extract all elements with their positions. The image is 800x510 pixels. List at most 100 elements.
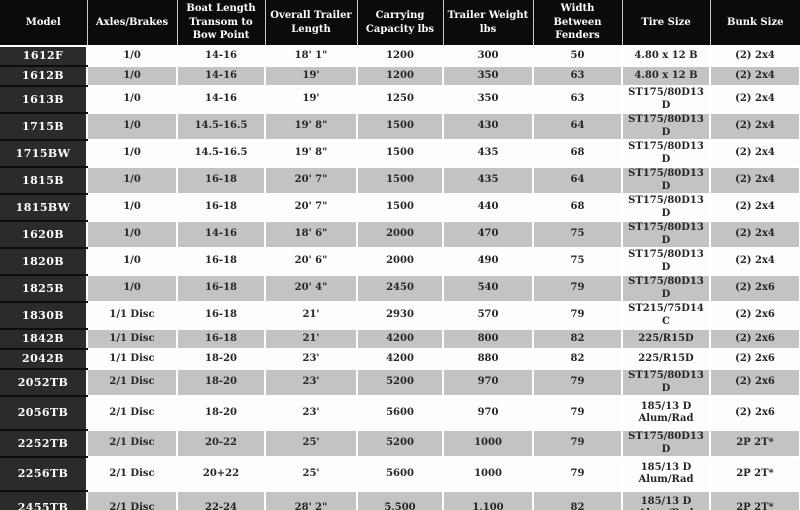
tire-size-cell: ST175/80D13 D (621, 85, 711, 114)
overall-length-cell: 23' (264, 368, 358, 397)
tire-size-cell: 4.80 x 12 B (621, 45, 711, 67)
model-cell: 1815B (0, 166, 88, 195)
bunk-size-cell: 2P 2T* (709, 429, 800, 458)
model-cell: 1715B (0, 112, 88, 141)
bunk-size-cell: (2) 2x4 (709, 65, 800, 87)
bunk-size-cell: (2) 2x4 (709, 139, 800, 168)
table-row: 1612F 1/0 14-16 18' 1" 1200 300 50 4.80 x 12 B(… (0, 45, 800, 67)
tire-size-cell: 225/R15D (621, 348, 711, 370)
table-row: 1815B 1/0 16-18 20' 7" 1500 435 64 ST175/80D13 … (0, 166, 800, 195)
carrying-capacity-cell: 5600 (356, 395, 444, 431)
table-row: 1820B 1/0 16-18 20' 6" 2000 490 75 ST175/80D13 … (0, 247, 800, 276)
table-row: 1815BW 1/0 16-18 20' 7" 1500 440 68 ST175/80D13… (0, 193, 800, 222)
bunk-size-cell: 2P 2T* (709, 456, 800, 492)
bunk-size-cell: (2) 2x4 (709, 193, 800, 222)
boat-length-cell: 14-16 (176, 65, 266, 87)
tire-size-cell: 185/13 D Alum/Rad (621, 395, 711, 431)
boat-length-cell: 16-18 (176, 193, 266, 222)
axles-brakes-cell: 1/1 Disc (86, 328, 178, 350)
overall-length-cell: 21' (264, 328, 358, 350)
table-row: 1830B 1/1 Disc 16-18 21' 2930 570 79 ST215/75D1… (0, 301, 800, 330)
width-between-fenders-cell: 63 (532, 85, 623, 114)
header-row: Model Axles/Brakes Boat Length Transom to … (0, 0, 800, 47)
model-cell: 1620B (0, 220, 88, 249)
axles-brakes-cell: 1/0 (86, 193, 178, 222)
boat-length-cell: 22-24 (176, 490, 266, 510)
model-cell: 2256TB (0, 456, 88, 492)
width-between-fenders-cell: 50 (532, 45, 623, 67)
tire-size-cell: ST215/75D14 C (621, 301, 711, 330)
table-body: 1612F 1/0 14-16 18' 1" 1200 300 50 4.80 x 12 B(… (0, 45, 800, 510)
bunk-size-cell: (2) 2x4 (709, 85, 800, 114)
table-header: Model Axles/Brakes Boat Length Transom to … (0, 0, 800, 47)
boat-length-cell: 16-18 (176, 328, 266, 350)
model-cell: 2052TB (0, 368, 88, 397)
bunk-size-cell: (2) 2x6 (709, 274, 800, 303)
carrying-capacity-cell: 2930 (356, 301, 444, 330)
trailer-weight-cell: 1000 (442, 456, 534, 492)
boat-length-cell: 16-18 (176, 247, 266, 276)
trailer-weight-cell: 435 (442, 139, 534, 168)
model-cell: 1613B (0, 85, 88, 114)
model-cell: 2252TB (0, 429, 88, 458)
table-row: 2252TB 2/1 Disc 20-22 25' 5200 1000 79 ST175/80… (0, 429, 800, 458)
carrying-capacity-cell: 1500 (356, 112, 444, 141)
overall-length-cell: 20' 7" (264, 166, 358, 195)
tire-size-cell: 185/13 D Alum/Rad (621, 490, 711, 510)
overall-length-cell: 19' (264, 65, 358, 87)
boat-length-cell: 14-16 (176, 45, 266, 67)
boat-length-cell: 14-16 (176, 220, 266, 249)
axles-brakes-cell: 2/1 Disc (86, 368, 178, 397)
bunk-size-cell: (2) 2x6 (709, 301, 800, 330)
carrying-capacity-cell: 1500 (356, 166, 444, 195)
column-header-boat-length-transom-to-bow-point: Boat Length Transom to Bow Point (176, 0, 265, 47)
axles-brakes-cell: 1/0 (86, 220, 178, 249)
trailer-weight-cell: 470 (442, 220, 534, 249)
bunk-size-cell: (2) 2x4 (709, 166, 800, 195)
carrying-capacity-cell: 5200 (356, 368, 444, 397)
carrying-capacity-cell: 2000 (356, 247, 444, 276)
axles-brakes-cell: 1/0 (86, 274, 178, 303)
boat-length-cell: 14.5-16.5 (176, 112, 266, 141)
overall-length-cell: 19' 8" (264, 112, 358, 141)
table-row: 2042B 1/1 Disc 18-20 23' 4200 880 82 225/R15D (2… (0, 348, 800, 370)
carrying-capacity-cell: 2000 (356, 220, 444, 249)
column-header-carrying-capacity-lbs: Carrying Capacity lbs (356, 0, 443, 47)
axles-brakes-cell: 1/1 Disc (86, 348, 178, 370)
model-cell: 2455TB (0, 490, 88, 510)
width-between-fenders-cell: 64 (532, 166, 623, 195)
column-header-trailer-weight-lbs: Trailer Weight lbs (442, 0, 533, 47)
axles-brakes-cell: 1/1 Disc (86, 301, 178, 330)
tire-size-cell: ST175/80D13 D (621, 247, 711, 276)
boat-length-cell: 16-18 (176, 274, 266, 303)
boat-length-cell: 16-18 (176, 166, 266, 195)
tire-size-cell: 225/R15D (621, 328, 711, 350)
overall-length-cell: 20' 7" (264, 193, 358, 222)
boat-length-cell: 14.5-16.5 (176, 139, 266, 168)
overall-length-cell: 20' 6" (264, 247, 358, 276)
axles-brakes-cell: 1/0 (86, 65, 178, 87)
model-cell: 1842B (0, 328, 88, 350)
model-cell: 1820B (0, 247, 88, 276)
column-header-bunk-size: Bunk Size (709, 0, 800, 47)
trailer-weight-cell: 800 (442, 328, 534, 350)
table-row: 1715B 1/0 14.5-16.5 19' 8" 1500 430 64 ST175/80… (0, 112, 800, 141)
column-header-width-between-fenders: Width Between Fenders (532, 0, 622, 47)
width-between-fenders-cell: 82 (532, 490, 623, 510)
carrying-capacity-cell: 5,500 (356, 490, 444, 510)
boat-length-cell: 18-20 (176, 368, 266, 397)
trailer-weight-cell: 1,100 (442, 490, 534, 510)
overall-length-cell: 25' (264, 456, 358, 492)
table-row: 1825B 1/0 16-18 20' 4" 2450 540 79 ST175/80D13 … (0, 274, 800, 303)
table-row: 1613B 1/0 14-16 19' 1250 350 63 ST175/80D13 D (2… (0, 85, 800, 114)
table-row: 2455TB 2/1 Disc 22-24 28' 2" 5,500 1,100 82 185… (0, 490, 800, 510)
axles-brakes-cell: 1/0 (86, 247, 178, 276)
bunk-size-cell: (2) 2x4 (709, 112, 800, 141)
trailer-weight-cell: 350 (442, 65, 534, 87)
model-cell: 1715BW (0, 139, 88, 168)
width-between-fenders-cell: 79 (532, 395, 623, 431)
model-cell: 2056TB (0, 395, 88, 431)
axles-brakes-cell: 1/0 (86, 139, 178, 168)
carrying-capacity-cell: 4200 (356, 348, 444, 370)
